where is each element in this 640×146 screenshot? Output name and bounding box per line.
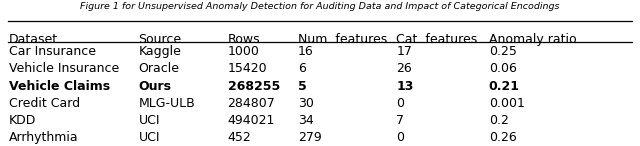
Text: Vehicle Claims: Vehicle Claims — [9, 80, 110, 93]
Text: Ours: Ours — [138, 80, 172, 93]
Text: Arrhythmia: Arrhythmia — [9, 131, 79, 144]
Text: UCI: UCI — [138, 114, 160, 127]
Text: 0.06: 0.06 — [489, 62, 516, 75]
Text: Rows: Rows — [228, 33, 260, 46]
Text: 0: 0 — [396, 131, 404, 144]
Text: 17: 17 — [396, 45, 412, 58]
Text: 0.25: 0.25 — [489, 45, 516, 58]
Text: 0.001: 0.001 — [489, 97, 525, 110]
Text: 0.21: 0.21 — [489, 80, 520, 93]
Text: 0.2: 0.2 — [489, 114, 509, 127]
Text: Figure 1 for Unsupervised Anomaly Detection for Auditing Data and Impact of Cate: Figure 1 for Unsupervised Anomaly Detect… — [80, 2, 560, 11]
Text: 284807: 284807 — [228, 97, 275, 110]
Text: 6: 6 — [298, 62, 305, 75]
Text: 5: 5 — [298, 80, 307, 93]
Text: 30: 30 — [298, 97, 314, 110]
Text: KDD: KDD — [9, 114, 36, 127]
Text: Kaggle: Kaggle — [138, 45, 181, 58]
Text: Credit Card: Credit Card — [9, 97, 80, 110]
Text: 1000: 1000 — [228, 45, 259, 58]
Text: 15420: 15420 — [228, 62, 268, 75]
Text: 494021: 494021 — [228, 114, 275, 127]
Text: Num. features: Num. features — [298, 33, 387, 46]
Text: 0: 0 — [396, 97, 404, 110]
Text: 268255: 268255 — [228, 80, 280, 93]
Text: UCI: UCI — [138, 131, 160, 144]
Text: Vehicle Insurance: Vehicle Insurance — [9, 62, 119, 75]
Text: 16: 16 — [298, 45, 314, 58]
Text: 0.26: 0.26 — [489, 131, 516, 144]
Text: Dataset: Dataset — [9, 33, 58, 46]
Text: 34: 34 — [298, 114, 314, 127]
Text: Car Insurance: Car Insurance — [9, 45, 96, 58]
Text: 279: 279 — [298, 131, 321, 144]
Text: Cat. features: Cat. features — [396, 33, 477, 46]
Text: 452: 452 — [228, 131, 252, 144]
Text: 7: 7 — [396, 114, 404, 127]
Text: Anomaly ratio: Anomaly ratio — [489, 33, 577, 46]
Text: 26: 26 — [396, 62, 412, 75]
Text: Oracle: Oracle — [138, 62, 179, 75]
Text: 13: 13 — [396, 80, 414, 93]
Text: Source: Source — [138, 33, 182, 46]
Text: MLG-ULB: MLG-ULB — [138, 97, 195, 110]
